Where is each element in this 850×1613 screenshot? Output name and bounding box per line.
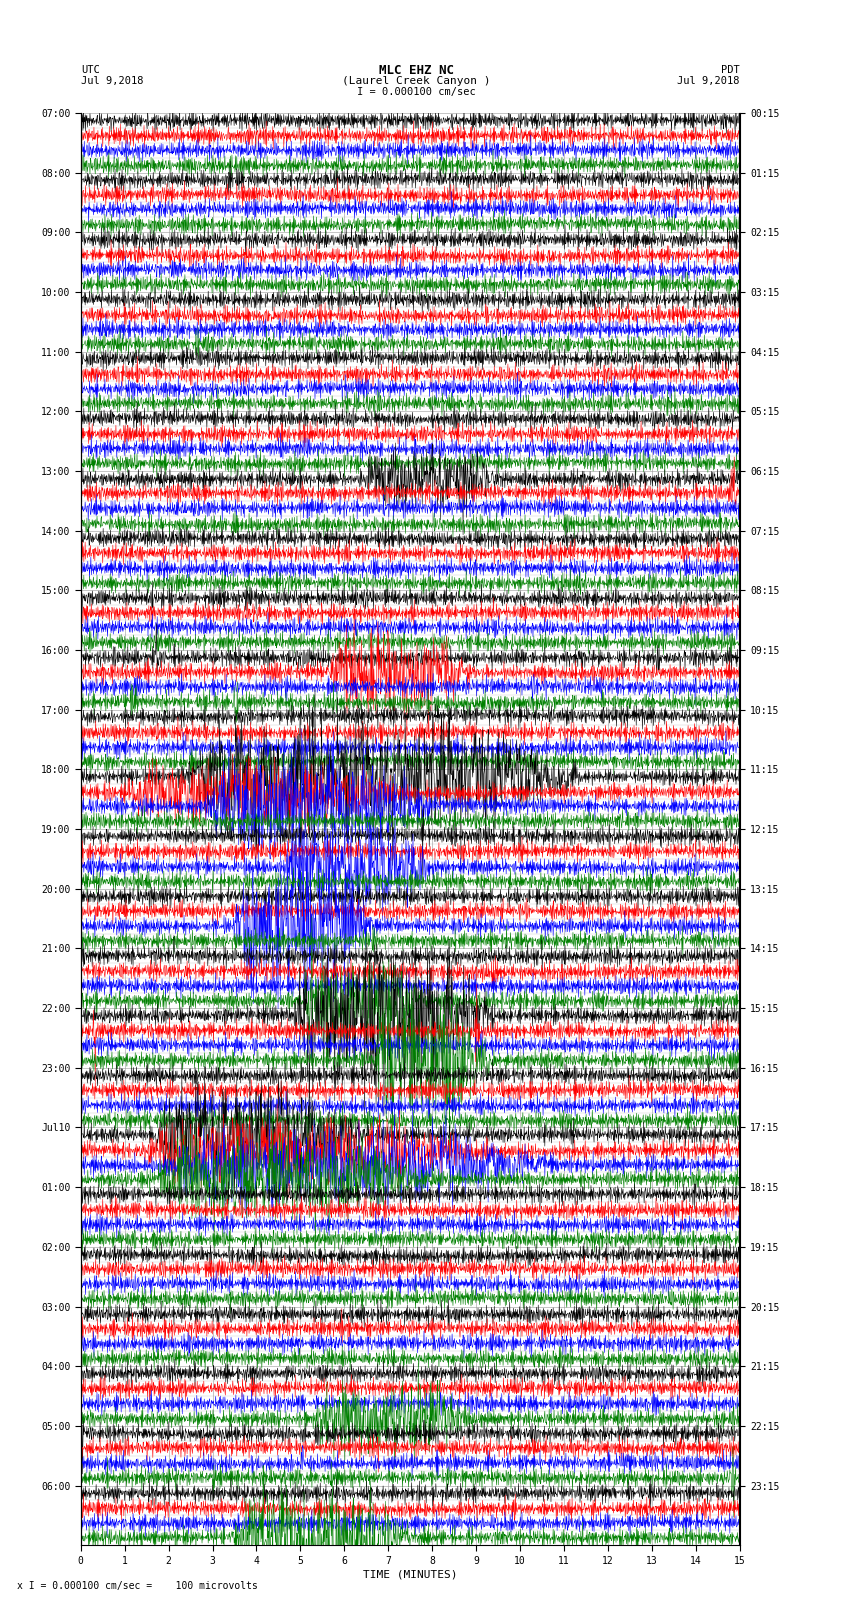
Text: Jul 9,2018: Jul 9,2018 [81, 76, 144, 87]
Text: PDT: PDT [721, 65, 740, 76]
Text: (Laurel Creek Canyon ): (Laurel Creek Canyon ) [343, 76, 490, 87]
Text: MLC EHZ NC: MLC EHZ NC [379, 63, 454, 77]
Text: I = 0.000100 cm/sec: I = 0.000100 cm/sec [357, 87, 476, 97]
Text: UTC: UTC [81, 65, 99, 76]
X-axis label: TIME (MINUTES): TIME (MINUTES) [363, 1569, 457, 1579]
Text: x I = 0.000100 cm/sec =    100 microvolts: x I = 0.000100 cm/sec = 100 microvolts [17, 1581, 258, 1590]
Text: Jul 9,2018: Jul 9,2018 [677, 76, 740, 87]
